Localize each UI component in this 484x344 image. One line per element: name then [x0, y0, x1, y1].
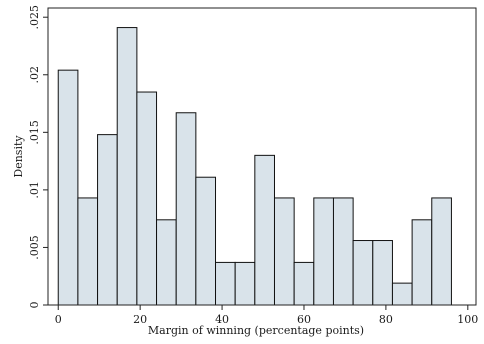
- y-tick-label: .015: [28, 120, 41, 145]
- y-tick-label: .01: [28, 181, 41, 199]
- histogram-bar: [156, 219, 177, 306]
- y-tick-label: .02: [28, 66, 41, 84]
- y-axis-ticks: 0 .005 .01 .015 .02 .025: [28, 5, 48, 309]
- y-tick-label: .005: [28, 235, 41, 260]
- x-tick-label: 80: [379, 313, 393, 326]
- plot-frame: [47, 7, 477, 306]
- x-tick-label: 60: [297, 313, 311, 326]
- histogram-bar: [391, 282, 413, 306]
- histogram-bar: [431, 197, 452, 306]
- histogram-bar: [136, 91, 158, 306]
- histogram-bar: [332, 197, 354, 306]
- y-tick-label: 0: [28, 302, 41, 309]
- histogram-bar: [254, 154, 275, 306]
- x-axis-title: Margin of winning (percentage points): [148, 324, 364, 337]
- histogram-bar: [411, 219, 433, 306]
- x-tick-label: 0: [55, 313, 62, 326]
- histogram-bar: [372, 240, 393, 306]
- histogram-bar: [97, 134, 118, 306]
- histogram-bar: [234, 261, 256, 306]
- histogram-bar: [215, 261, 236, 306]
- x-axis-ticks: 0 20 40 60 80 100: [55, 305, 478, 326]
- x-tick-label: 20: [133, 313, 147, 326]
- histogram-bar: [273, 197, 295, 306]
- x-tick-label: 100: [457, 313, 478, 326]
- y-axis-title: Density: [12, 135, 25, 178]
- histogram-bar: [57, 69, 79, 306]
- histogram-bar: [313, 197, 334, 306]
- histogram-bars: [57, 27, 452, 306]
- histogram-bar: [77, 197, 99, 306]
- histogram-bar: [293, 261, 315, 306]
- histogram-bar: [175, 112, 197, 306]
- histogram-bar: [195, 176, 217, 306]
- x-tick-label: 40: [215, 313, 229, 326]
- histogram-bar: [352, 240, 374, 306]
- y-tick-label: .025: [28, 5, 41, 30]
- histogram-bar: [116, 27, 138, 306]
